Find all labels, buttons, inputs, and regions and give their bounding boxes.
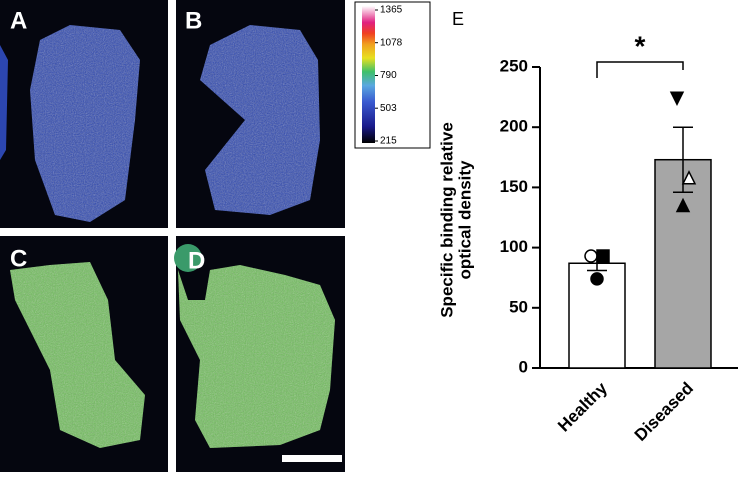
- y-tick-label: 100: [500, 237, 528, 256]
- panel-c: [0, 236, 168, 472]
- panel-label: C: [10, 245, 27, 272]
- colorbar-tick-label: 1078: [380, 37, 403, 48]
- significance-bracket: [596, 61, 684, 78]
- colorbar-tick-label: 215: [380, 136, 397, 147]
- colorbar: [362, 6, 375, 143]
- panel-a: [0, 0, 168, 228]
- data-point: [590, 272, 604, 286]
- y-axis-title: optical density: [455, 160, 474, 280]
- y-tick-label: 200: [500, 117, 528, 136]
- panel-label: D: [188, 247, 205, 274]
- data-point: [584, 249, 598, 263]
- data-point: [596, 249, 610, 263]
- x-tick-label: Diseased: [631, 379, 697, 445]
- panel-label: A: [10, 7, 27, 34]
- panel-label: B: [185, 7, 202, 34]
- scale-bar: [282, 455, 342, 462]
- colorbar-tick-label: 790: [380, 70, 397, 81]
- data-point: [669, 91, 685, 106]
- colorbar-tick-label: 1365: [380, 5, 403, 16]
- panel-d: [174, 236, 345, 472]
- colorbar-tick-label: 503: [380, 103, 397, 114]
- panel-label: E: [452, 9, 464, 29]
- panel-b: [176, 0, 345, 228]
- y-tick-label: 0: [519, 357, 528, 376]
- y-tick-label: 250: [500, 56, 528, 75]
- data-point: [675, 197, 691, 213]
- significance-label: *: [635, 30, 646, 61]
- y-tick-label: 150: [500, 177, 528, 196]
- y-tick-label: 50: [509, 297, 528, 316]
- data-point: [681, 170, 697, 185]
- y-axis-title: Specific binding relative: [437, 122, 456, 318]
- x-tick-label: Healthy: [554, 378, 611, 435]
